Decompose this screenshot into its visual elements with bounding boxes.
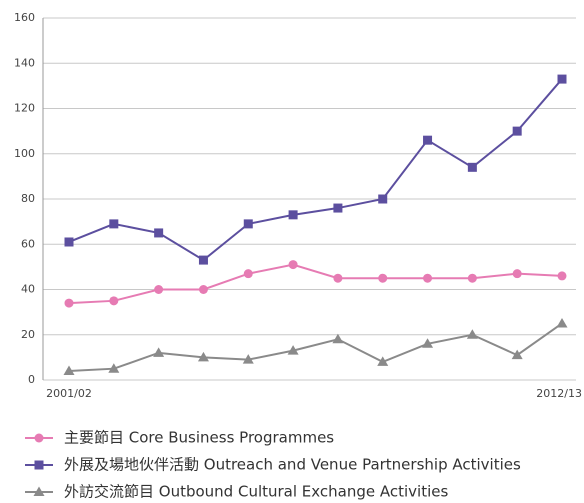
point [154, 228, 164, 238]
point [556, 317, 568, 328]
point [512, 269, 522, 279]
y-tick-label: 80 [21, 192, 35, 205]
series-line [68, 263, 563, 305]
point [198, 285, 208, 294]
point [467, 273, 477, 283]
point [333, 273, 343, 283]
y-tick-label: 100 [14, 147, 35, 160]
point [198, 255, 208, 265]
point [557, 271, 567, 281]
point [423, 273, 433, 283]
point [197, 351, 209, 362]
point [466, 329, 478, 339]
point [109, 219, 119, 229]
point [287, 345, 299, 355]
point [422, 338, 434, 348]
point [512, 126, 522, 136]
point [511, 349, 523, 360]
series-line [68, 78, 563, 262]
y-tick-label: 0 [28, 373, 35, 386]
legend-label: 外展及場地伙伴活動 Outreach and Venue Partnership… [64, 456, 521, 474]
point [332, 333, 344, 344]
point [467, 162, 477, 172]
point [33, 486, 45, 496]
point [109, 296, 119, 306]
point [377, 356, 389, 366]
point [34, 433, 44, 443]
point [557, 74, 567, 84]
y-tick-label: 40 [21, 283, 35, 296]
point [34, 460, 44, 470]
point [64, 237, 74, 247]
point [378, 194, 388, 204]
point [154, 285, 164, 294]
point [288, 260, 298, 270]
legend-label: 主要節目 Core Business Programmes [64, 429, 334, 447]
y-tick-label: 160 [14, 11, 35, 24]
y-tick-label: 140 [14, 56, 35, 69]
point [64, 298, 74, 308]
point [242, 354, 254, 364]
point [153, 347, 165, 357]
point [108, 363, 120, 373]
legend-label: 外訪交流節目 Outbound Cultural Exchange Activi… [64, 483, 448, 501]
point [243, 219, 253, 229]
y-tick-label: 60 [21, 237, 35, 250]
point [378, 273, 388, 283]
x-tick-label: 2012/13 [536, 387, 582, 400]
point [333, 203, 343, 213]
y-tick-label: 20 [21, 328, 35, 341]
point [243, 269, 253, 279]
y-tick-label: 120 [14, 102, 35, 115]
point [63, 365, 75, 375]
series-line [68, 322, 563, 372]
x-tick-label: 2001/02 [46, 387, 92, 400]
point [288, 210, 298, 220]
point [423, 135, 433, 145]
